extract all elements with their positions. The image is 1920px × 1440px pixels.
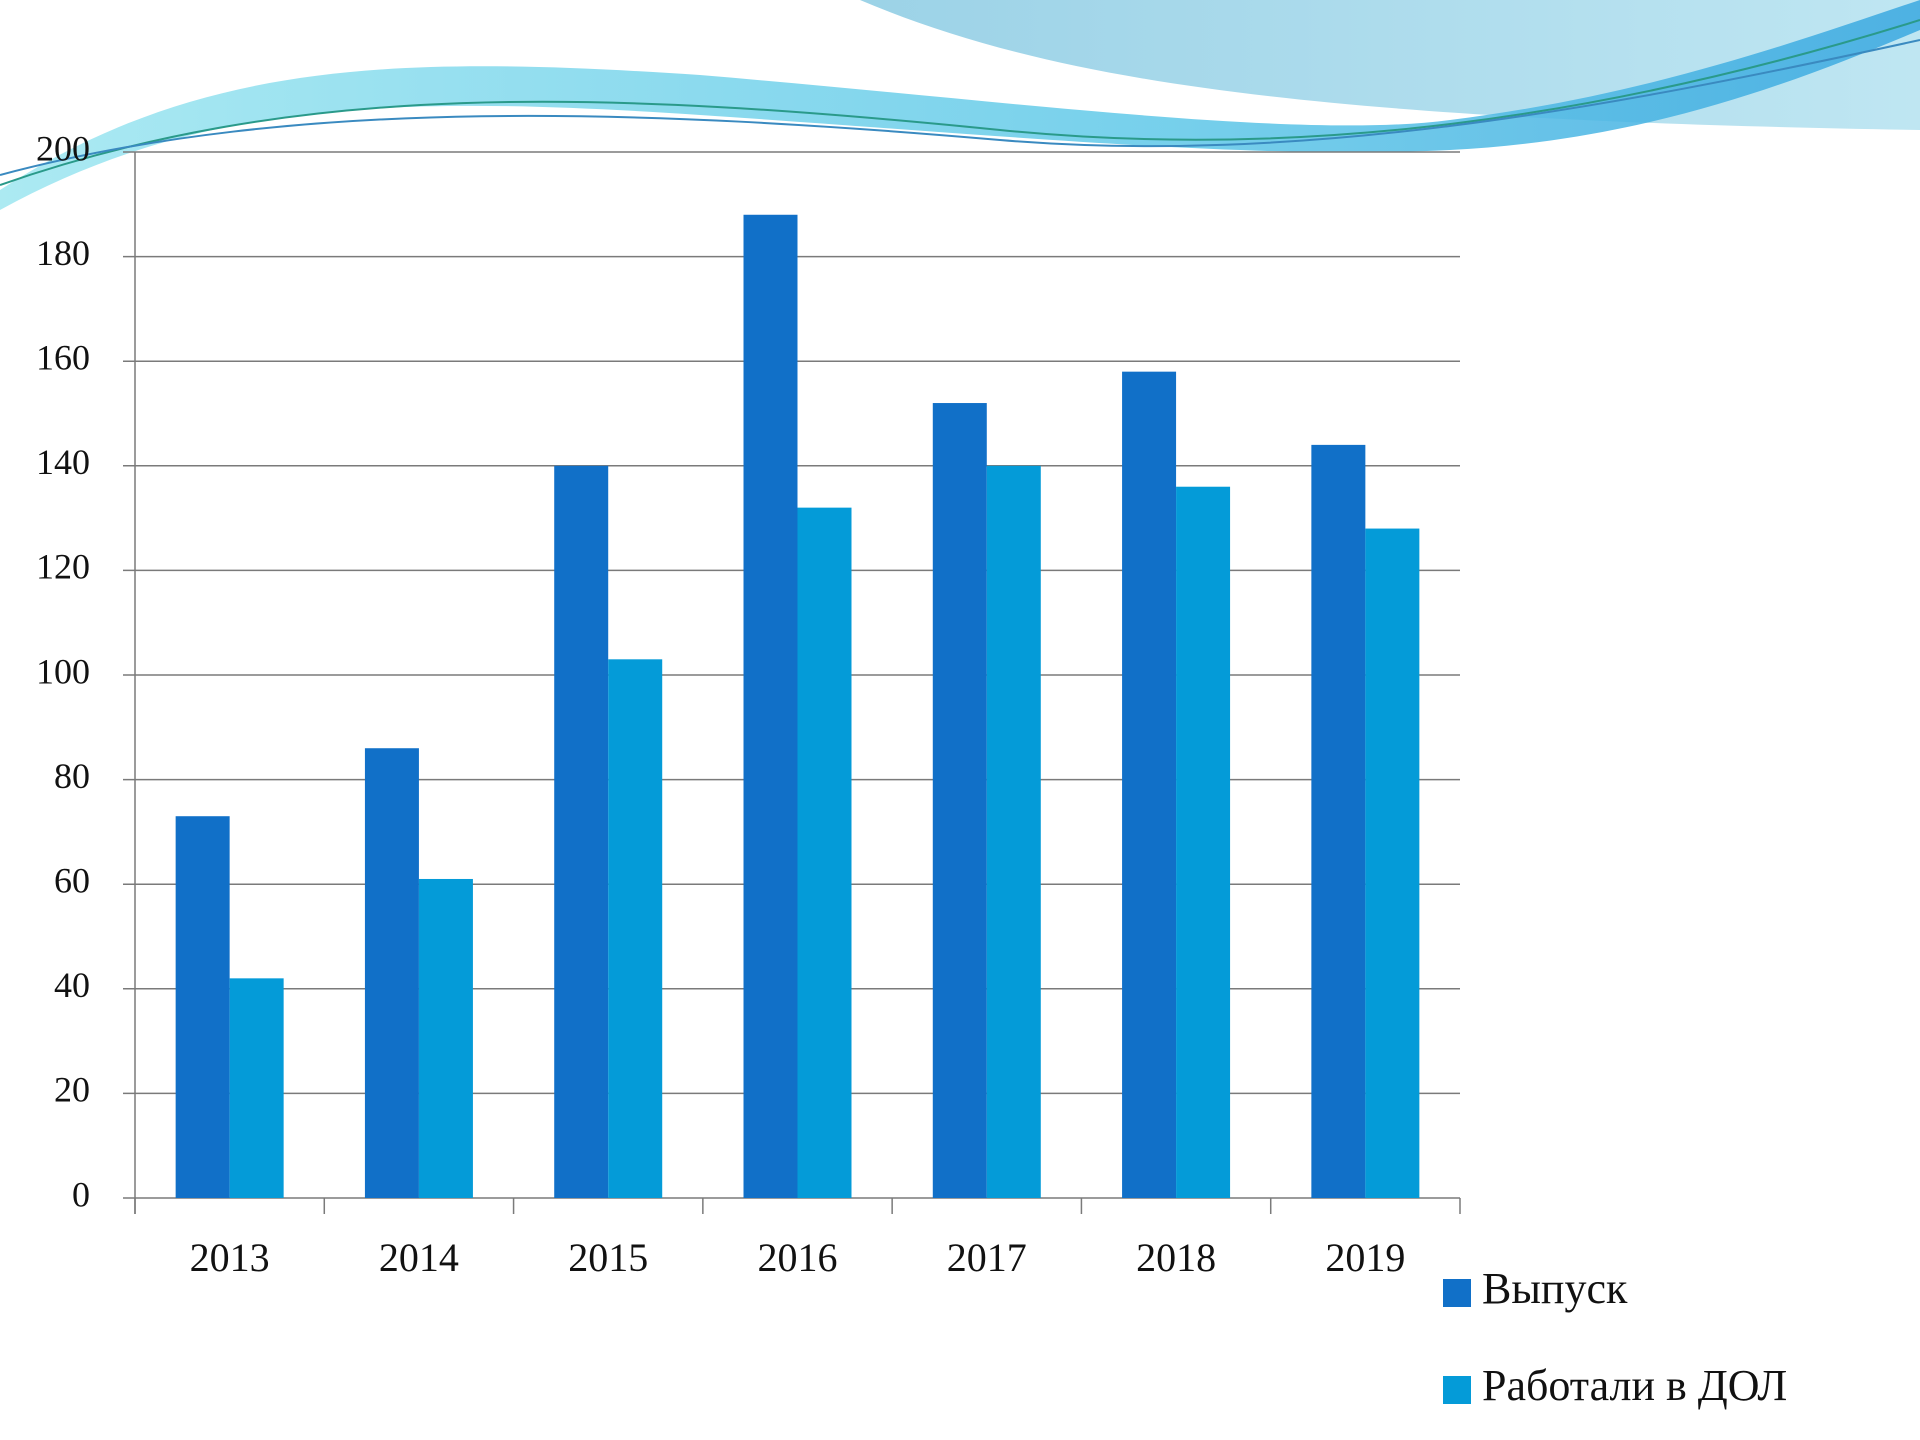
bar xyxy=(744,215,798,1198)
y-tick-label: 140 xyxy=(36,442,90,482)
bar xyxy=(230,978,284,1198)
x-tick-label: 2019 xyxy=(1325,1235,1405,1280)
bar xyxy=(1122,372,1176,1198)
bar xyxy=(1176,487,1230,1198)
y-tick-label: 80 xyxy=(54,756,90,796)
bar xyxy=(1311,445,1365,1198)
x-tick-label: 2017 xyxy=(947,1235,1027,1280)
y-tick-label: 100 xyxy=(36,651,90,691)
y-tick-label: 120 xyxy=(36,547,90,587)
legend-swatch xyxy=(1443,1376,1471,1404)
bar xyxy=(365,748,419,1198)
bar xyxy=(554,466,608,1198)
y-tick-label: 160 xyxy=(36,337,90,377)
x-tick-label: 2013 xyxy=(190,1235,270,1280)
legend-label: Работали в ДОЛ xyxy=(1482,1361,1787,1410)
x-tick-label: 2018 xyxy=(1136,1235,1216,1280)
bar xyxy=(176,816,230,1198)
y-tick-label: 60 xyxy=(54,860,90,900)
y-tick-label: 200 xyxy=(36,128,90,168)
bar xyxy=(798,508,852,1198)
x-tick-label: 2015 xyxy=(568,1235,648,1280)
bar xyxy=(419,879,473,1198)
y-tick-label: 0 xyxy=(72,1174,90,1214)
legend-label: Выпуск xyxy=(1482,1264,1628,1313)
y-tick-label: 180 xyxy=(36,233,90,273)
bar xyxy=(933,403,987,1198)
header-waves xyxy=(0,0,1920,210)
chart: 0 20 40 60 80 100 120 140 160 180 200 2013 2014 2015 2… xyxy=(0,0,1920,1440)
bar xyxy=(608,659,662,1198)
x-tick-label: 2016 xyxy=(758,1235,838,1280)
bar xyxy=(1365,529,1419,1198)
x-tick-label: 2014 xyxy=(379,1235,459,1280)
legend-swatch xyxy=(1443,1279,1471,1307)
bar xyxy=(987,466,1041,1198)
y-tick-label: 20 xyxy=(54,1070,90,1110)
y-tick-label: 40 xyxy=(54,965,90,1005)
